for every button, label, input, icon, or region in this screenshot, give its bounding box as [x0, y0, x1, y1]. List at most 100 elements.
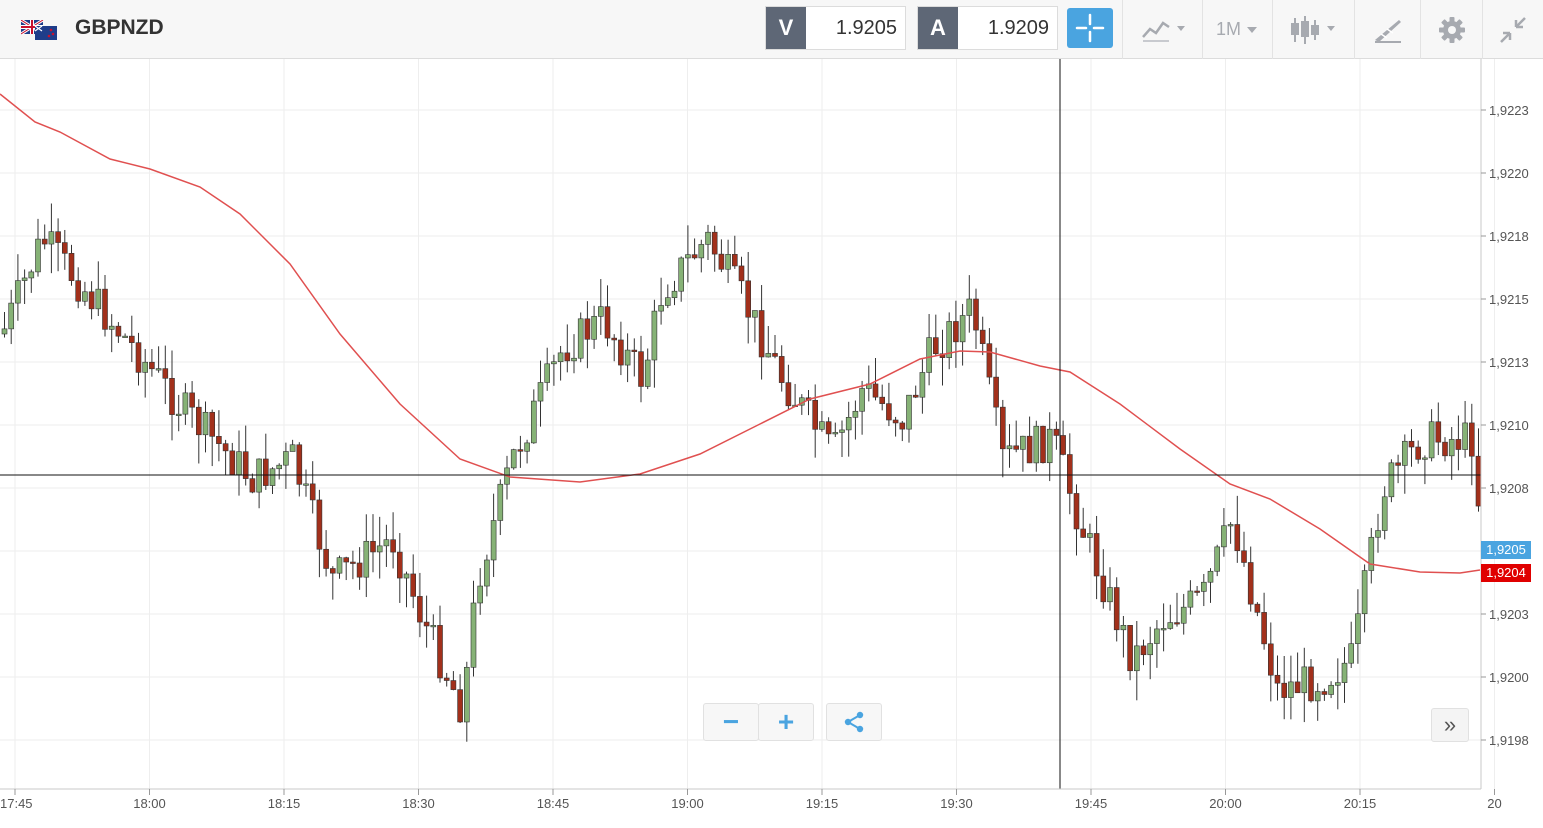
candle-body	[1314, 691, 1321, 702]
candle-body	[484, 559, 490, 587]
candle-body	[1093, 533, 1100, 577]
candlestick-icon	[1290, 15, 1335, 44]
collapse-icon	[1500, 16, 1526, 43]
candle-body	[1187, 590, 1194, 608]
candle-body	[557, 352, 564, 363]
candle-body	[1180, 606, 1187, 624]
price-tick-label: 1,9198	[1489, 733, 1529, 748]
candle-body	[1026, 435, 1033, 464]
candle-body	[571, 357, 577, 362]
candle-body	[417, 596, 423, 623]
candle-body	[222, 443, 229, 452]
price-tick-label: 1,9213	[1489, 355, 1529, 370]
price-tick-label: 1,9210	[1489, 418, 1529, 433]
candle-body	[1201, 581, 1207, 592]
candle-body	[490, 520, 497, 561]
sell-price-button[interactable]: V 1.9205	[765, 6, 906, 50]
zoom-out-button[interactable]: −	[703, 703, 759, 741]
candle-body	[175, 413, 182, 416]
candle-body	[926, 337, 932, 373]
candle-body	[785, 382, 792, 407]
chart-grid	[0, 59, 1495, 789]
candle-body	[122, 335, 128, 338]
candle-body	[1321, 691, 1328, 695]
candle-body	[1395, 462, 1401, 466]
candle-body	[758, 310, 765, 358]
candle-body	[718, 253, 725, 270]
candle-body	[1107, 587, 1113, 603]
buy-price-value: 1.9209	[987, 17, 1049, 39]
candle-body	[423, 621, 430, 627]
candle-body	[631, 349, 638, 352]
candle-body	[289, 444, 296, 452]
price-tick-label: 1,9218	[1489, 229, 1529, 244]
candle-body	[497, 483, 504, 521]
candle-body	[390, 539, 396, 553]
candle-style-button[interactable]	[1272, 0, 1354, 59]
candle-body	[149, 361, 155, 370]
candle-body	[202, 411, 209, 436]
candle-body	[1428, 421, 1435, 459]
time-axis: 17:45 18:00 18:15 18:30 18:45 19:00 19:15 19:30…	[0, 789, 1502, 811]
collapse-button[interactable]	[1482, 0, 1543, 59]
candle-body	[1328, 684, 1334, 695]
candle-body	[356, 562, 363, 578]
candle-body	[68, 253, 75, 281]
gbp-nzd-flag-icon	[21, 20, 57, 40]
candle-body	[1361, 570, 1368, 615]
candle-body	[1120, 625, 1127, 631]
candle-body	[1167, 622, 1174, 629]
candle-body	[1294, 681, 1301, 694]
candles-series	[1, 203, 1482, 742]
timeframe-label: 1M	[1215, 19, 1241, 39]
candle-body	[303, 483, 309, 486]
candle-body	[819, 421, 825, 430]
chart-type-button[interactable]	[1122, 0, 1202, 59]
candle-body	[28, 271, 35, 279]
time-tick-label: 19:15	[806, 796, 839, 811]
candle-body	[350, 561, 356, 564]
candle-body	[1087, 533, 1093, 538]
candle-body	[966, 298, 973, 316]
candle-body	[778, 356, 785, 383]
candle-body	[1154, 628, 1160, 644]
candle-body	[638, 351, 644, 387]
candle-body	[825, 421, 832, 435]
buy-price-button[interactable]: A 1.9209	[917, 6, 1058, 50]
time-tick-label: 18:15	[268, 796, 301, 811]
settings-button[interactable]	[1420, 0, 1482, 59]
candle-body	[624, 349, 631, 366]
crosshair-icon	[1075, 13, 1105, 43]
candle-body	[276, 464, 283, 470]
candle-body	[979, 329, 986, 344]
candle-body	[35, 238, 41, 273]
candle-body	[430, 625, 437, 628]
candle-body	[524, 442, 530, 452]
candle-body	[906, 394, 912, 430]
drawing-tools-button[interactable]	[1354, 0, 1420, 59]
price-chart[interactable]: 1,9223 1,9220 1,9218 1,9215 1,9213 1,9210 1,92…	[0, 59, 1543, 828]
scroll-forward-button[interactable]: »	[1431, 708, 1469, 742]
candle-body	[899, 422, 906, 430]
candle-body	[309, 483, 316, 501]
candle-body	[470, 602, 477, 668]
candle-body	[671, 290, 678, 298]
timeframe-button[interactable]: 1M	[1202, 0, 1272, 59]
crosshair-button[interactable]	[1067, 8, 1113, 48]
candle-body	[1234, 524, 1241, 552]
candle-body	[95, 288, 102, 310]
time-tick-label: 18:30	[402, 796, 435, 811]
zoom-in-button[interactable]: +	[758, 703, 814, 741]
candle-body	[1455, 439, 1462, 450]
candle-body	[463, 666, 470, 723]
candle-body	[1067, 454, 1073, 494]
candle-body	[1308, 666, 1314, 702]
time-tick-label: 18:45	[537, 796, 570, 811]
candle-body	[443, 677, 450, 681]
candle-body	[1040, 425, 1046, 464]
candle-body	[1341, 662, 1348, 683]
candle-body	[48, 231, 55, 245]
share-button[interactable]	[826, 703, 882, 741]
candle-body	[544, 363, 551, 383]
candle-body	[15, 280, 21, 304]
